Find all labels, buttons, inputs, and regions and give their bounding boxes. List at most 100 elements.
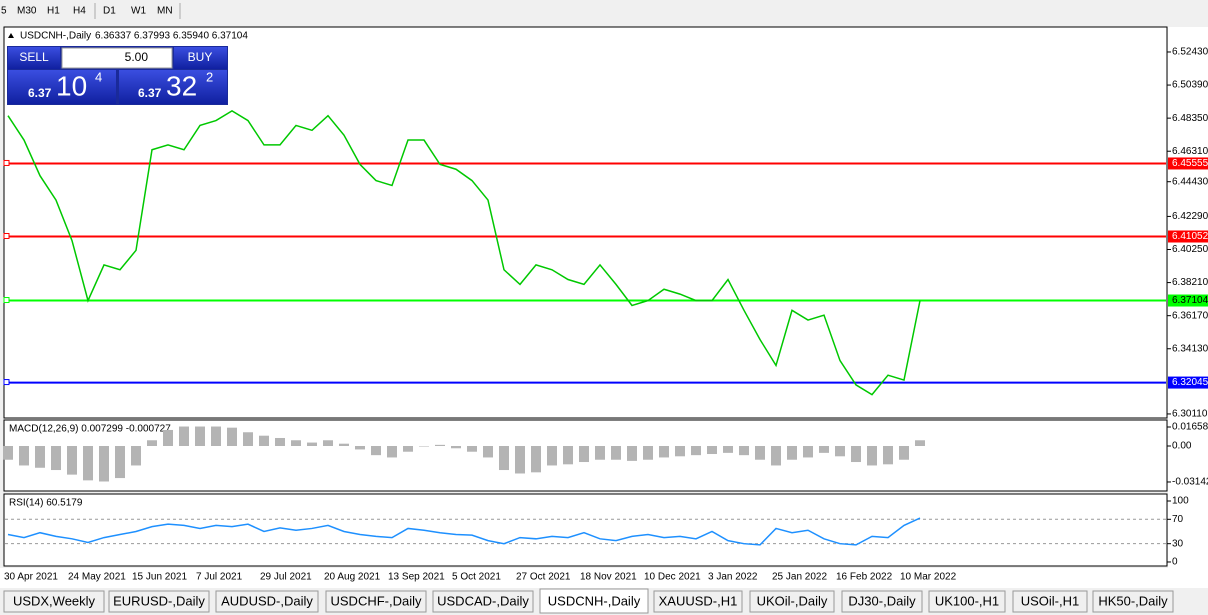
tab-label[interactable]: USDCHF-,Daily bbox=[331, 593, 423, 608]
timeframe[interactable]: H1 bbox=[47, 6, 60, 17]
level-label: 6.41052 bbox=[1172, 231, 1208, 242]
tab-label[interactable]: AUDUSD-,Daily bbox=[221, 593, 313, 608]
tab-label[interactable]: DJ30-,Daily bbox=[848, 593, 916, 608]
x-tick-label: 24 May 2021 bbox=[68, 572, 126, 583]
tab-label[interactable]: USOil-,H1 bbox=[1021, 593, 1080, 608]
bid-box[interactable] bbox=[8, 70, 116, 104]
x-tick-label: 18 Nov 2021 bbox=[580, 572, 637, 583]
histogram-bar bbox=[163, 429, 173, 446]
volume-input[interactable] bbox=[61, 47, 173, 69]
level-handle[interactable] bbox=[3, 297, 10, 304]
histogram-bar bbox=[179, 426, 189, 446]
tab[interactable] bbox=[3, 590, 105, 613]
tab[interactable] bbox=[841, 590, 923, 613]
level-handle[interactable] bbox=[3, 159, 10, 166]
tab-label[interactable]: UKOil-,Daily bbox=[757, 593, 828, 608]
timeframe[interactable]: H4 bbox=[73, 6, 86, 17]
y-tick-label: 6.52430 bbox=[1172, 47, 1208, 58]
x-tick-label: 10 Dec 2021 bbox=[644, 572, 701, 583]
bid-pips: 10 bbox=[56, 70, 87, 101]
level-handle[interactable] bbox=[3, 379, 10, 386]
level-handle[interactable] bbox=[3, 232, 10, 239]
tab-label[interactable]: EURUSD-,Daily bbox=[113, 593, 205, 608]
collapse-icon[interactable] bbox=[8, 33, 14, 38]
histogram-bar bbox=[483, 445, 493, 458]
histogram-bar bbox=[707, 445, 717, 455]
ask-point: 2 bbox=[206, 69, 213, 84]
tab-label[interactable]: UK100-,H1 bbox=[935, 593, 999, 608]
ohlc: 6.36337 6.37993 6.35940 6.37104 bbox=[95, 31, 248, 42]
histogram-bar bbox=[35, 445, 45, 468]
macd-title: MACD(12,26,9) 0.007299 -0.000727 bbox=[9, 424, 171, 435]
y-tick-label: 30 bbox=[1172, 538, 1184, 549]
sell-label[interactable]: SELL bbox=[19, 50, 49, 64]
histogram-bar bbox=[99, 445, 109, 482]
tab-label[interactable]: HK50-,Daily bbox=[1098, 593, 1168, 608]
histogram-bar bbox=[851, 445, 861, 463]
histogram-bar bbox=[915, 440, 925, 446]
rsi-title: RSI(14) 60.5179 bbox=[9, 498, 83, 509]
y-tick-label: 0 bbox=[1172, 557, 1178, 568]
timeframe[interactable]: M30 bbox=[17, 6, 37, 17]
x-tick-label: 29 Jul 2021 bbox=[260, 572, 312, 583]
x-tick-label: 7 Jul 2021 bbox=[196, 572, 243, 583]
x-tick-label: 20 Aug 2021 bbox=[324, 572, 381, 583]
tab[interactable] bbox=[108, 590, 210, 613]
tab[interactable] bbox=[653, 590, 743, 613]
y-tick-label: 6.48350 bbox=[1172, 113, 1208, 124]
tab-label[interactable]: USDCNH-,Daily bbox=[548, 593, 641, 608]
histogram-bar bbox=[291, 440, 301, 446]
time-axis bbox=[0, 568, 1208, 588]
tab[interactable] bbox=[1092, 590, 1174, 613]
tab-label[interactable]: USDX,Weekly bbox=[13, 593, 96, 608]
tab[interactable] bbox=[325, 590, 427, 613]
x-tick-label: 16 Feb 2022 bbox=[836, 572, 893, 583]
histogram-bar bbox=[499, 445, 509, 471]
buy-label[interactable]: BUY bbox=[188, 50, 213, 64]
histogram-bar bbox=[515, 445, 525, 474]
histogram-bar bbox=[259, 435, 269, 446]
timeframe[interactable]: D1 bbox=[103, 6, 116, 17]
timeframe[interactable]: 5 bbox=[1, 6, 7, 17]
tab[interactable] bbox=[1012, 590, 1088, 613]
timeframe[interactable]: MN bbox=[157, 6, 173, 17]
tab[interactable] bbox=[749, 590, 835, 613]
timeframe[interactable]: W1 bbox=[131, 6, 146, 17]
y-tick-label: 6.40250 bbox=[1172, 244, 1208, 255]
tab[interactable] bbox=[432, 590, 534, 613]
histogram-bar bbox=[355, 445, 365, 450]
y-tick-label: 6.30110 bbox=[1172, 409, 1208, 420]
y-tick-label: 70 bbox=[1172, 514, 1184, 525]
tab[interactable] bbox=[215, 590, 319, 613]
tab[interactable] bbox=[928, 590, 1006, 613]
histogram-bar bbox=[579, 445, 589, 463]
histogram-bar bbox=[451, 445, 461, 449]
sell-button[interactable] bbox=[8, 47, 60, 69]
histogram-bar bbox=[659, 445, 669, 458]
buy-button[interactable] bbox=[174, 47, 227, 69]
bid-point: 4 bbox=[95, 69, 102, 84]
x-tick-label: 30 Apr 2021 bbox=[4, 572, 58, 583]
y-tick-label: 0.016586 bbox=[1172, 422, 1208, 433]
histogram-bar bbox=[403, 445, 413, 452]
histogram-bar bbox=[371, 445, 381, 456]
histogram-bar bbox=[723, 445, 733, 453]
y-tick-label: 6.50390 bbox=[1172, 80, 1208, 91]
histogram-bar bbox=[147, 440, 157, 446]
ask-box[interactable] bbox=[119, 70, 227, 104]
histogram-bar bbox=[323, 440, 333, 446]
y-tick-label: 6.42290 bbox=[1172, 211, 1208, 222]
histogram-bar bbox=[51, 445, 61, 471]
level-label-bg bbox=[1168, 230, 1208, 243]
tab-label[interactable]: XAUUSD-,H1 bbox=[659, 593, 738, 608]
histogram-bar bbox=[243, 432, 253, 446]
y-tick-label: 0.00 bbox=[1172, 441, 1192, 452]
price-line bbox=[7, 517, 921, 546]
histogram-bar bbox=[675, 445, 685, 457]
volume[interactable]: 5.00 bbox=[125, 50, 149, 64]
ask-big: 6.37 bbox=[138, 86, 162, 100]
tab[interactable] bbox=[539, 588, 649, 614]
tab-label[interactable]: USDCAD-,Daily bbox=[437, 593, 529, 608]
histogram-bar bbox=[819, 445, 829, 453]
rsi-panel bbox=[3, 493, 1168, 567]
